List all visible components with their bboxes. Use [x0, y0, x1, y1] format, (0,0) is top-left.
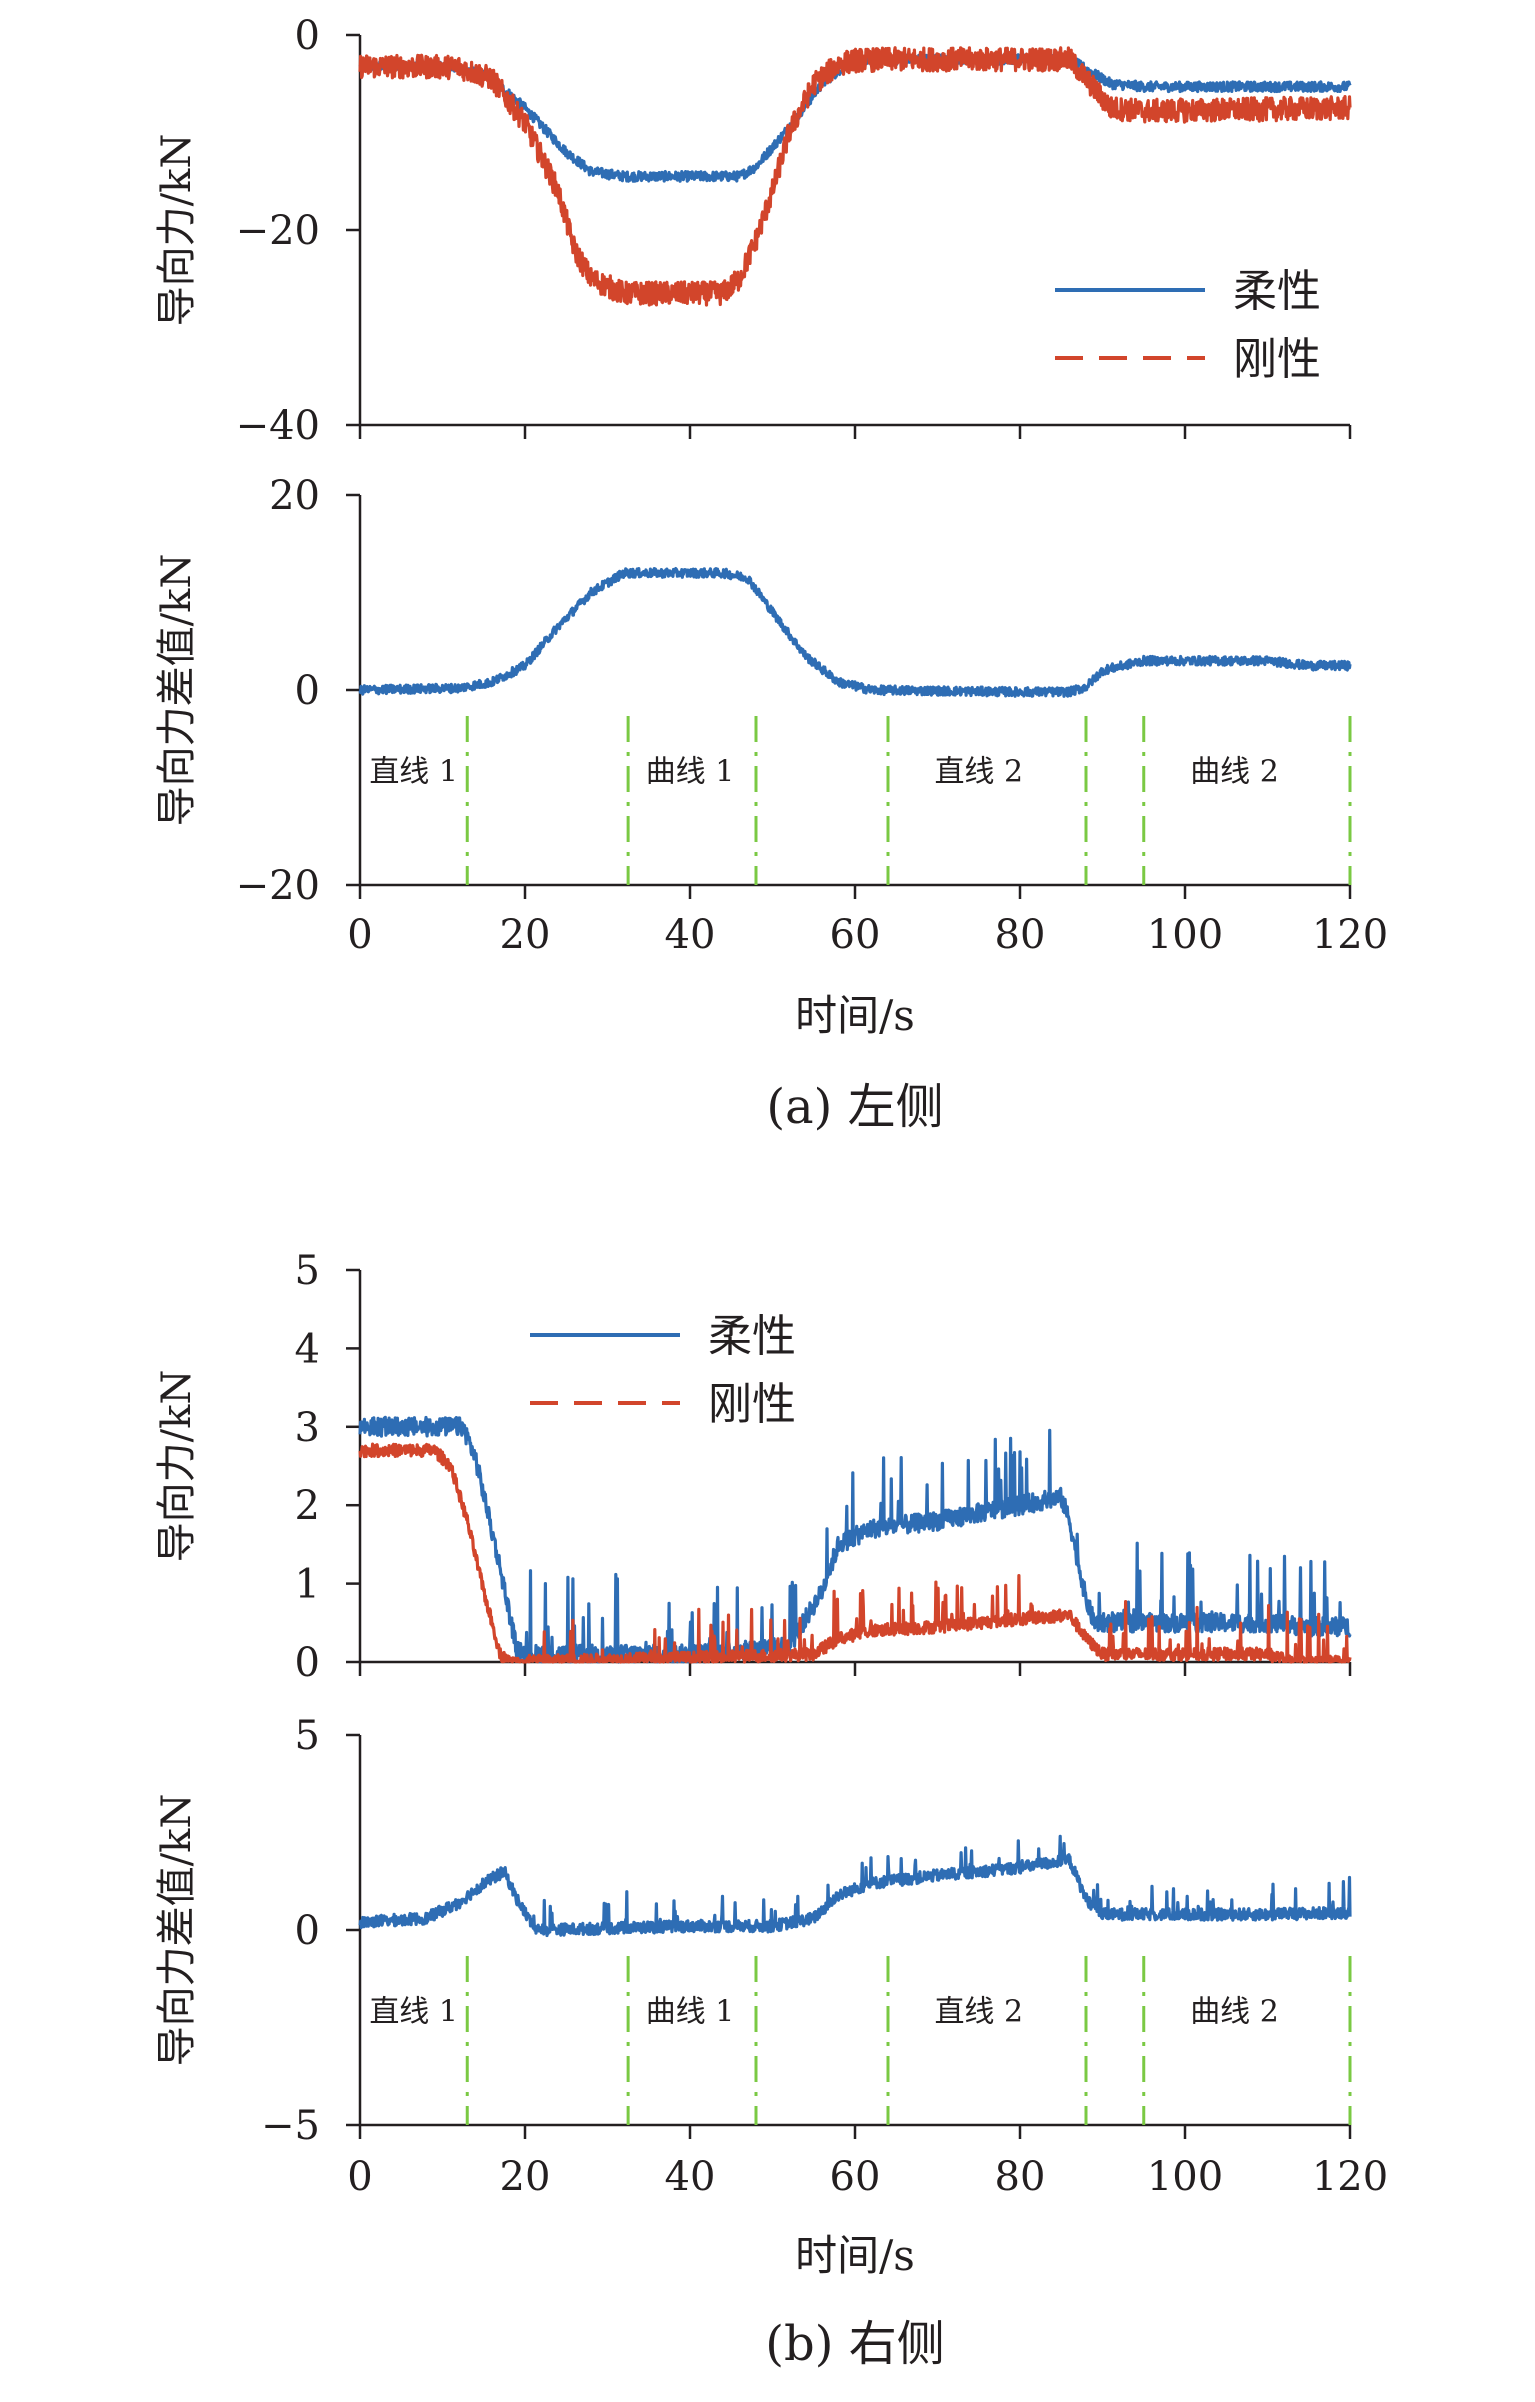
- segment-label: 曲线 2: [1190, 1995, 1279, 2030]
- x-tick-label: 100: [1147, 912, 1223, 958]
- y-tick-label: 0: [295, 13, 320, 59]
- y-axis-label: 导向力差值/kN: [154, 554, 200, 827]
- y-tick-label: −5: [261, 2103, 320, 2149]
- x-tick-label: 20: [500, 2154, 551, 2200]
- x-tick-label: 120: [1312, 912, 1388, 958]
- y-tick-label: 20: [269, 473, 320, 519]
- series-line-flexible: [358, 1415, 1352, 1664]
- legend-label-flexible: 柔性: [1233, 266, 1321, 317]
- x-tick-label: 0: [347, 2154, 372, 2200]
- y-tick-label: 3: [295, 1405, 320, 1451]
- series-line-rigid: [358, 46, 1352, 307]
- segment-label: 直线 2: [934, 1995, 1023, 2030]
- y-axis-label: 导向力/kN: [154, 134, 200, 327]
- x-axis-label: 时间/s: [795, 2231, 915, 2280]
- segment-label: 直线 1: [369, 755, 458, 790]
- series-line-difference: [358, 1834, 1352, 1938]
- legend-label-flexible: 柔性: [708, 1311, 796, 1362]
- x-tick-label: 0: [347, 912, 372, 958]
- x-tick-label: 120: [1312, 2154, 1388, 2200]
- chart-panel-b-bottom: 5 0 −5 0 20 40 60 80 100 120 导向力差值/kN 直线 1 曲线 1 直线 2 曲…: [154, 1713, 1388, 2372]
- y-tick-label: 5: [295, 1248, 320, 1294]
- x-axis-label: 时间/s: [795, 991, 915, 1040]
- segment-label: 直线 2: [934, 755, 1023, 790]
- x-tick-label: 40: [665, 912, 716, 958]
- y-tick-label: −20: [236, 208, 320, 254]
- y-tick-label: −40: [236, 403, 320, 449]
- y-tick-label: −20: [236, 863, 320, 909]
- y-tick-label: 5: [295, 1713, 320, 1759]
- x-tick-label: 60: [830, 912, 881, 958]
- chart-panel-a-bottom: 20 0 −20 0 20 40 60 80 100 120 导向力差值/kN 直线 1 曲线 1 直线 …: [154, 473, 1388, 1135]
- y-axis-label: 导向力差值/kN: [154, 1794, 200, 2067]
- figure-caption: (b) 右侧: [765, 2316, 944, 2372]
- x-tick-label: 80: [995, 912, 1046, 958]
- legend-label-rigid: 刚性: [1233, 334, 1321, 385]
- x-tick-label: 20: [500, 912, 551, 958]
- y-tick-label: 0: [295, 1908, 320, 1954]
- segment-label: 曲线 1: [646, 1995, 735, 2030]
- series-line-flexible: [358, 53, 1352, 183]
- series-line-rigid: [358, 1442, 1352, 1664]
- y-tick-label: 1: [295, 1562, 320, 1608]
- x-tick-label: 80: [995, 2154, 1046, 2200]
- y-axis-label: 导向力/kN: [154, 1370, 200, 1563]
- x-tick-label: 60: [830, 2154, 881, 2200]
- y-tick-label: 0: [295, 1640, 320, 1686]
- y-tick-label: 4: [295, 1326, 320, 1372]
- x-tick-label: 40: [665, 2154, 716, 2200]
- segment-label: 曲线 1: [646, 755, 735, 790]
- x-tick-label: 100: [1147, 2154, 1223, 2200]
- series-line-difference: [358, 566, 1352, 698]
- legend-label-rigid: 刚性: [708, 1379, 796, 1430]
- segment-label: 直线 1: [369, 1995, 458, 2030]
- figure-caption: (a) 左侧: [766, 1079, 943, 1135]
- segment-label: 曲线 2: [1190, 755, 1279, 790]
- y-tick-label: 0: [295, 668, 320, 714]
- y-tick-label: 2: [295, 1483, 320, 1529]
